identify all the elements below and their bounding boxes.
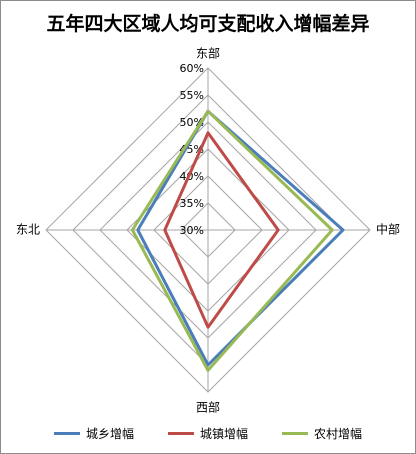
tick-label: 55% <box>180 89 204 102</box>
tick-label: 60% <box>180 62 204 75</box>
tick-label: 35% <box>180 197 204 210</box>
legend-swatch <box>282 432 308 435</box>
legend-label: 城乡增幅 <box>85 427 134 441</box>
axis-label: 东部 <box>196 46 220 61</box>
axis-label: 中部 <box>376 222 400 237</box>
series-line <box>130 109 334 372</box>
legend-item: 城镇增幅 <box>167 425 248 442</box>
chart-title: 五年四大区域人均可支配收入增幅差异 <box>46 13 370 35</box>
series-line <box>163 131 280 329</box>
legend-label: 农村增幅 <box>314 427 363 441</box>
axis-label: 东北 <box>16 223 40 237</box>
legend-item: 农村增幅 <box>282 425 362 442</box>
legend-swatch <box>167 432 194 435</box>
legend-label: 城镇增幅 <box>199 427 248 441</box>
series-line <box>136 109 345 367</box>
legend-item: 城乡增幅 <box>53 425 134 442</box>
legend-swatch <box>53 432 80 435</box>
tick-label: 30% <box>180 224 204 237</box>
legend: 城乡增幅 城镇增幅 农村增幅 <box>1 425 415 442</box>
axis-label: 西部 <box>196 400 220 415</box>
